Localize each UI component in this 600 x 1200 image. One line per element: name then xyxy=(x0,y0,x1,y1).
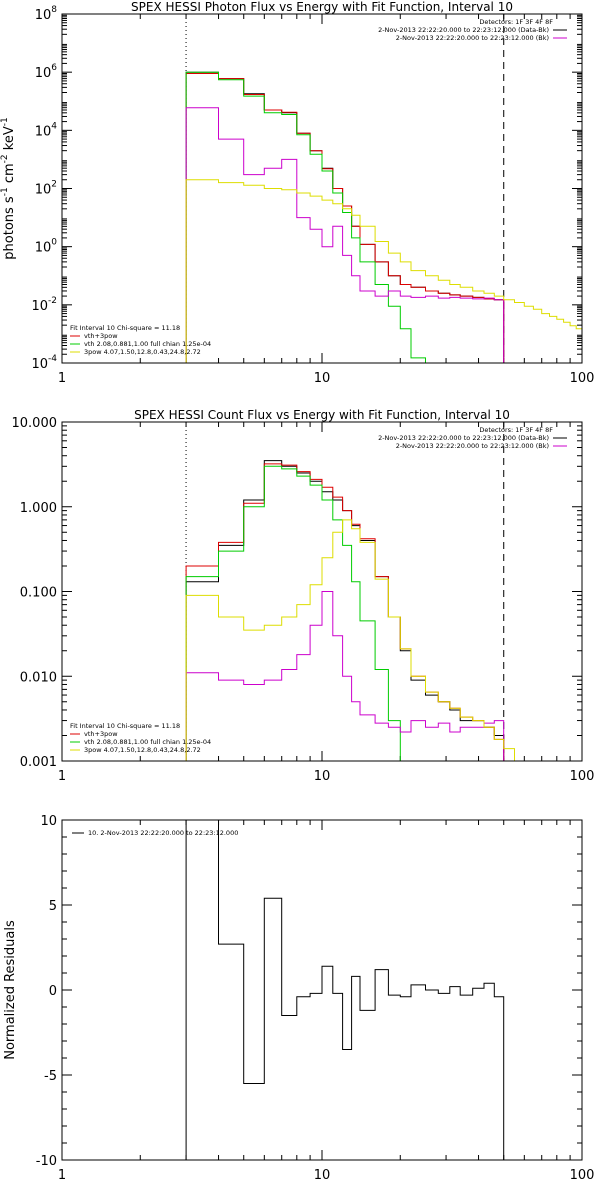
x-tick-label: 1 xyxy=(58,1168,66,1183)
x-tick-label: 1 xyxy=(58,371,66,386)
y-tick-exponent: 4 xyxy=(51,121,57,131)
y-tick-exponent: -2 xyxy=(48,296,57,306)
y-tick-base: 10 xyxy=(31,299,48,314)
x-tick-label: 10 xyxy=(314,371,331,386)
series-line-4 xyxy=(185,519,525,761)
legend-item-label: 3pow 4.07,1.50,12.8,0.43,24.8,2.72 xyxy=(84,746,201,754)
y-axis-label-exponent: -1 xyxy=(0,187,10,196)
series-group xyxy=(185,71,582,363)
series-line-0 xyxy=(185,460,505,761)
residuals-panel: 1 10 100 -10 -5 0 5 10 Normalized Residuals 10. 2… xyxy=(3,814,595,1183)
y-tick-base: 10 xyxy=(35,183,52,198)
legend-item-label: vth 2.08,0.881,1.00 full chian 1.25e-04 xyxy=(84,340,211,348)
y-tick-exponent: 2 xyxy=(51,180,57,190)
y-tick-label: 106 xyxy=(35,63,58,81)
legend-item-label: 2-Nov-2013 22:22:20.000 to 22:23:12.000 … xyxy=(378,26,549,34)
photon-flux-panel: SPEX HESSI Photon Flux vs Energy with Fi… xyxy=(0,0,594,386)
y-axis-label-exponent: -2 xyxy=(0,154,10,163)
y-tick-label: 102 xyxy=(35,180,57,198)
y-axis-label: photons s-1 cm-2 keV-1 xyxy=(0,117,17,259)
y-tick-base: 10 xyxy=(35,66,52,81)
y-tick-exponent: -4 xyxy=(48,354,57,364)
y-tick-exponent: 0 xyxy=(51,238,57,248)
legend-item-label: 10. 2-Nov-2013 22:22:20.000 to 22:23:12.… xyxy=(88,829,238,837)
series-line-2 xyxy=(185,71,426,363)
y-tick-label: 0.010 xyxy=(20,670,57,685)
legend-detectors: Detectors: 1F 3F 4F 8F xyxy=(479,426,553,434)
plot-frame xyxy=(61,13,583,364)
y-tick-exponent: 6 xyxy=(51,63,57,73)
legend-fit-title: Fit Interval 10 Chi-square = 11.18 xyxy=(70,722,180,730)
chart-title: SPEX HESSI Count Flux vs Energy with Fit… xyxy=(134,408,510,422)
x-tick-label: 100 xyxy=(570,1168,595,1183)
y-axis-label-part: cm xyxy=(2,163,17,187)
chart-title: SPEX HESSI Photon Flux vs Energy with Fi… xyxy=(131,0,513,14)
legend-item-label: 2-Nov-2013 22:22:20.000 to 22:23:12.000 … xyxy=(396,442,549,450)
series-line-0 xyxy=(185,71,505,363)
y-tick-base: 10 xyxy=(35,8,52,23)
legend-fit-title: Fit Interval 10 Chi-square = 11.18 xyxy=(70,324,180,332)
series-group xyxy=(185,820,505,1160)
y-tick-label: 0.001 xyxy=(20,755,57,770)
y-tick-label: 104 xyxy=(35,121,58,139)
y-tick-base: 10 xyxy=(35,124,52,139)
series-line-3 xyxy=(185,591,505,761)
y-axis-label-part: photons s xyxy=(2,196,17,260)
legend-item-label: 3pow 4.07,1.50,12.8,0.43,24.8,2.72 xyxy=(84,348,201,356)
y-tick-label: 10 xyxy=(40,814,57,829)
y-tick-base: 10 xyxy=(35,241,52,256)
series-line-1 xyxy=(185,463,505,761)
x-tick-label: 100 xyxy=(570,769,595,784)
y-tick-label: 0 xyxy=(49,984,57,999)
series-line-2 xyxy=(185,465,401,761)
x-tick-label: 10 xyxy=(314,769,331,784)
y-tick-label: -10 xyxy=(36,1154,57,1169)
plot-frame xyxy=(61,819,583,1161)
legend-item-label: vth 2.08,0.881,1.00 full chian 1.25e-04 xyxy=(84,738,211,746)
y-tick-label: 0.100 xyxy=(20,586,57,601)
y-axis-label: Normalized Residuals xyxy=(3,920,18,1060)
x-tick-label: 10 xyxy=(314,1168,331,1183)
series-line-4 xyxy=(185,179,582,363)
series-line-1 xyxy=(185,73,505,363)
legend-detectors: Detectors: 1F 3F 4F 8F xyxy=(479,18,553,26)
x-tick-label: 100 xyxy=(570,371,595,386)
plot-frame xyxy=(61,421,583,762)
y-tick-label: 10.000 xyxy=(12,416,58,431)
y-tick-exponent: 8 xyxy=(51,5,57,15)
y-tick-label: 10-4 xyxy=(31,354,57,372)
y-tick-label: 10-2 xyxy=(31,296,57,314)
y-tick-base: 10 xyxy=(31,357,48,372)
legend-item-label: 2-Nov-2013 22:22:20.000 to 22:23:12.000 … xyxy=(396,34,549,42)
series-line-0 xyxy=(185,820,505,1160)
count-flux-panel: SPEX HESSI Count Flux vs Energy with Fit… xyxy=(12,408,595,784)
y-tick-label: 5 xyxy=(49,899,57,914)
y-tick-label: 108 xyxy=(35,5,58,23)
legend-item-label: vth+3pow xyxy=(84,730,118,738)
legend-item-label: 2-Nov-2013 22:22:20.000 to 22:23:12.000 … xyxy=(378,434,549,442)
y-tick-label: 1.000 xyxy=(20,501,57,516)
series-line-3 xyxy=(185,107,505,363)
x-tick-label: 1 xyxy=(58,769,66,784)
y-tick-label: 100 xyxy=(35,238,58,256)
series-group xyxy=(185,460,525,761)
y-tick-label: -5 xyxy=(44,1069,57,1084)
legend-item-label: vth+3pow xyxy=(84,332,118,340)
y-axis-label-exponent: -1 xyxy=(0,117,10,126)
y-axis-label-part: keV xyxy=(2,126,17,154)
